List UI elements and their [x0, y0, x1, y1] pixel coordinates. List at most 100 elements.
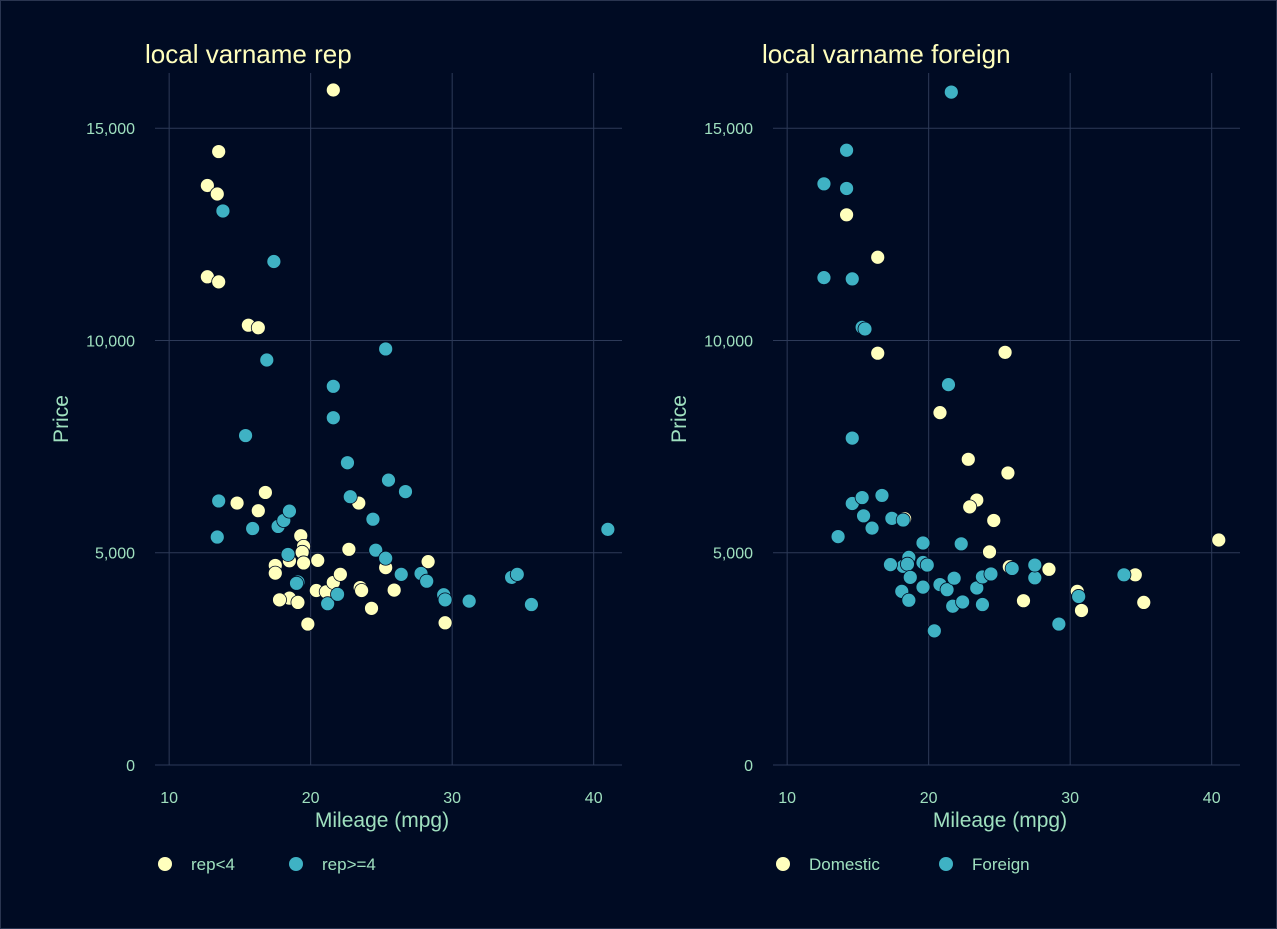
data-point [955, 594, 971, 610]
data-point [1004, 561, 1020, 576]
data-point [895, 512, 911, 528]
data-point [238, 428, 253, 443]
data-point [378, 550, 394, 566]
data-point [209, 529, 225, 545]
data-point [280, 547, 296, 562]
data-point [983, 566, 999, 582]
data-point [943, 84, 959, 100]
data-point [939, 582, 955, 598]
data-point [854, 490, 870, 505]
legend-marker [289, 857, 303, 871]
data-point [857, 321, 873, 337]
data-point [330, 586, 345, 602]
data-point [211, 274, 227, 290]
x-tick-label: 10 [160, 790, 178, 807]
data-point [325, 82, 341, 98]
data-point [289, 575, 304, 591]
legend: Domestic Foreign [776, 855, 1030, 874]
y-tick-label: 0 [126, 758, 135, 775]
data-point [381, 472, 396, 488]
x-tick-label: 30 [443, 790, 461, 807]
data-point [816, 176, 832, 192]
data-point [419, 573, 435, 589]
y-tick-label: 5,000 [95, 546, 135, 563]
data-point [310, 552, 326, 568]
data-point [437, 592, 453, 608]
data-point [1074, 603, 1089, 618]
x-tick-label: 20 [920, 790, 938, 807]
data-point [342, 489, 358, 505]
data-point [267, 565, 283, 581]
legend-label: Domestic [809, 855, 880, 874]
data-point [839, 181, 854, 196]
y-tick-label: 5,000 [713, 546, 753, 563]
data-point [509, 566, 525, 582]
data-point [209, 186, 225, 202]
y-tick-label: 15,000 [86, 121, 135, 138]
data-point [1051, 616, 1067, 632]
data-point [975, 597, 990, 612]
series-rep<4 [199, 82, 453, 632]
x-tick-label: 40 [1203, 790, 1221, 807]
data-point [259, 352, 275, 368]
data-point [1136, 595, 1152, 610]
data-point [365, 511, 381, 527]
data-point [332, 566, 348, 582]
data-point [864, 520, 880, 536]
data-point [982, 544, 997, 560]
data-point [870, 345, 886, 361]
data-point [282, 503, 297, 519]
x-tick-label: 10 [778, 790, 796, 807]
chart-title: local varname foreign [762, 39, 1011, 69]
data-point [368, 542, 384, 558]
data-point [932, 405, 948, 421]
data-point [1041, 561, 1057, 577]
data-point [250, 503, 266, 519]
y-tick-label: 10,000 [86, 333, 135, 350]
data-point [960, 451, 976, 467]
data-point [1027, 557, 1043, 573]
data-point [915, 579, 931, 595]
data-point [199, 178, 215, 193]
legend-marker [158, 857, 172, 871]
data-point [901, 592, 917, 608]
chart-panel-2: 10 20 30 40 0 5,000 10,000 15,000 local varname … [668, 39, 1240, 874]
series-rep>=4 [209, 203, 616, 612]
data-point [386, 582, 402, 598]
legend-marker [776, 857, 790, 871]
data-point [962, 499, 978, 515]
data-point [341, 541, 357, 557]
chart-panel-1: 10 20 30 40 0 5,000 10,000 15,000 local varname … [50, 39, 622, 874]
data-point [844, 271, 860, 287]
data-point [290, 595, 306, 610]
data-point [320, 596, 336, 612]
data-point [919, 557, 935, 573]
data-point [997, 344, 1013, 360]
data-point [986, 513, 1002, 528]
legend-marker [939, 857, 953, 871]
data-point [926, 623, 942, 639]
data-point [364, 600, 379, 616]
series-Domestic [839, 207, 1227, 618]
data-point [257, 485, 273, 500]
y-tick-label: 0 [744, 758, 753, 775]
y-tick-label: 10,000 [704, 333, 753, 350]
data-point [915, 535, 931, 551]
x-axis-label: Mileage (mpg) [315, 809, 449, 832]
data-point [272, 592, 287, 608]
data-point [378, 341, 394, 357]
x-axis-label: Mileage (mpg) [933, 809, 1067, 832]
data-point [524, 597, 539, 612]
data-point [354, 583, 370, 598]
data-point [941, 377, 956, 393]
data-point [266, 254, 282, 269]
x-tick-label: 20 [302, 790, 320, 807]
data-point [874, 488, 890, 503]
data-point [211, 493, 227, 509]
data-point [245, 521, 261, 536]
data-point [250, 320, 266, 336]
data-point [1000, 465, 1016, 481]
data-point [340, 455, 355, 471]
data-point [229, 495, 245, 511]
